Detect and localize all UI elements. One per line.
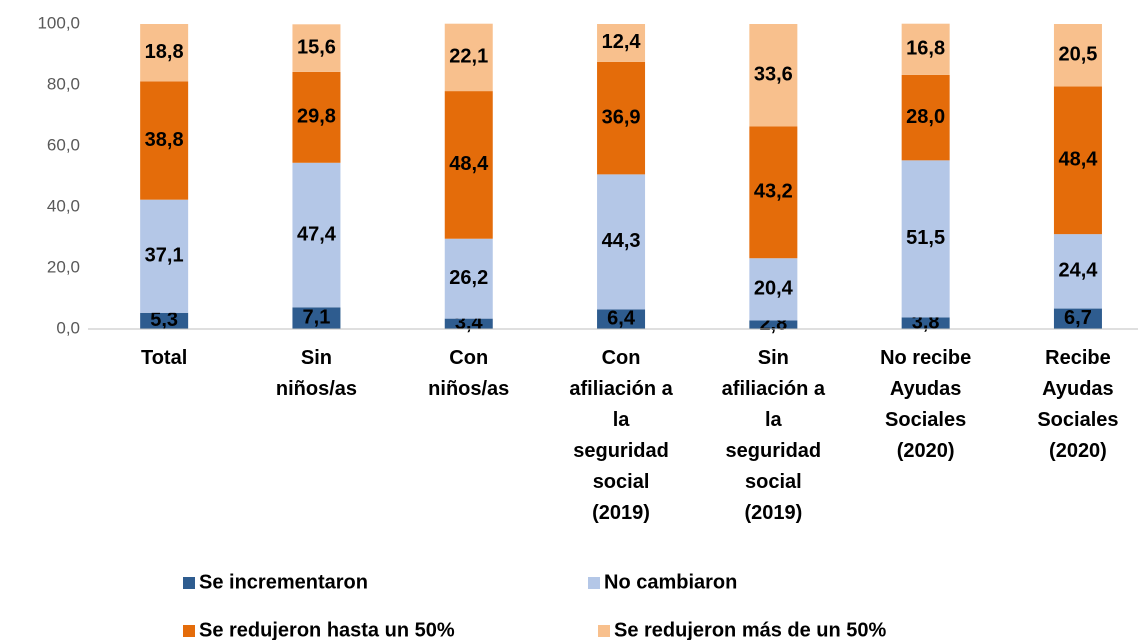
bar-segment bbox=[1053, 86, 1102, 235]
bar-segment bbox=[597, 309, 646, 329]
y-tick-label: 0,0 bbox=[56, 318, 80, 337]
value-label: 15,6 bbox=[297, 36, 336, 58]
bar-segment bbox=[140, 199, 189, 313]
legend-swatch bbox=[588, 577, 600, 589]
x-tick-label: Sin afiliación a la seguridad social (20… bbox=[721, 347, 826, 524]
value-label: 20,5 bbox=[1058, 44, 1097, 66]
x-tick-label: Recibe Ayudas Sociales (2020) bbox=[1037, 347, 1119, 462]
bar-segment bbox=[597, 24, 646, 62]
legend-swatch bbox=[183, 577, 195, 589]
value-label: 48,4 bbox=[449, 153, 489, 175]
bar-segment bbox=[140, 312, 189, 329]
y-tick-label: 40,0 bbox=[47, 196, 80, 215]
x-tick-label: Con niños/as bbox=[428, 347, 510, 400]
legend-label: No cambiaron bbox=[604, 571, 737, 593]
value-label: 5,3 bbox=[150, 309, 178, 331]
value-label: 47,4 bbox=[297, 223, 337, 245]
bar-segment bbox=[1053, 234, 1102, 309]
bar-segment bbox=[444, 91, 493, 239]
value-label: 36,9 bbox=[602, 106, 641, 128]
value-label: 38,8 bbox=[145, 129, 184, 151]
value-label: 16,8 bbox=[906, 38, 945, 60]
value-label: 20,4 bbox=[754, 278, 794, 300]
y-tick-label: 100,0 bbox=[37, 13, 80, 32]
bar-segment bbox=[1053, 24, 1102, 87]
bar-segment bbox=[444, 318, 493, 329]
bar-segment bbox=[749, 320, 798, 329]
bar-segment bbox=[1053, 308, 1102, 329]
y-tick-label: 60,0 bbox=[47, 135, 80, 154]
value-label: 48,4 bbox=[1058, 149, 1098, 171]
bar-segment bbox=[749, 126, 798, 259]
x-tick-label: Sin niños/as bbox=[275, 347, 357, 400]
value-label: 33,6 bbox=[754, 64, 793, 86]
bar-segment bbox=[292, 307, 341, 329]
bar-segment bbox=[901, 23, 950, 75]
bar-segment bbox=[749, 258, 798, 321]
value-label: 43,2 bbox=[754, 181, 793, 203]
bar-segment bbox=[901, 74, 950, 161]
x-tick-label: Total bbox=[140, 347, 188, 369]
bar-segment bbox=[444, 238, 493, 319]
y-tick-label: 80,0 bbox=[47, 74, 80, 93]
value-label: 22,1 bbox=[449, 46, 488, 68]
value-label: 51,5 bbox=[906, 227, 945, 249]
value-label: 12,4 bbox=[602, 31, 642, 53]
x-tick-label: No recibe Ayudas Sociales (2020) bbox=[880, 347, 972, 462]
bar-segment bbox=[140, 81, 189, 200]
bar-segment bbox=[901, 160, 950, 318]
bar-segment bbox=[901, 317, 950, 329]
value-label: 26,2 bbox=[449, 267, 488, 289]
value-label: 6,4 bbox=[607, 308, 636, 330]
bar-segment bbox=[749, 24, 798, 127]
legend-swatch bbox=[183, 625, 195, 637]
legend-label: Se incrementaron bbox=[199, 571, 368, 593]
bar-segment bbox=[292, 24, 341, 72]
legend-label: Se redujeron más de un 50% bbox=[614, 619, 887, 640]
bar-segment bbox=[292, 71, 341, 163]
bar-segment bbox=[140, 24, 189, 82]
value-label: 24,4 bbox=[1058, 260, 1098, 282]
value-label: 29,8 bbox=[297, 106, 336, 128]
y-tick-label: 20,0 bbox=[47, 257, 80, 276]
value-label: 7,1 bbox=[303, 306, 331, 328]
legend-label: Se redujeron hasta un 50% bbox=[199, 619, 455, 640]
value-label: 37,1 bbox=[145, 245, 184, 267]
bar-segment bbox=[597, 61, 646, 175]
bar-segment bbox=[292, 162, 341, 308]
legend-swatch bbox=[598, 625, 610, 637]
value-label: 18,8 bbox=[145, 41, 184, 63]
value-label: 28,0 bbox=[906, 106, 945, 128]
bar-segment bbox=[597, 174, 646, 310]
value-label: 6,7 bbox=[1064, 307, 1092, 329]
value-label: 44,3 bbox=[602, 230, 641, 252]
bar-segment bbox=[444, 23, 493, 92]
x-tick-label: Con afiliación a la seguridad social (20… bbox=[569, 347, 673, 524]
